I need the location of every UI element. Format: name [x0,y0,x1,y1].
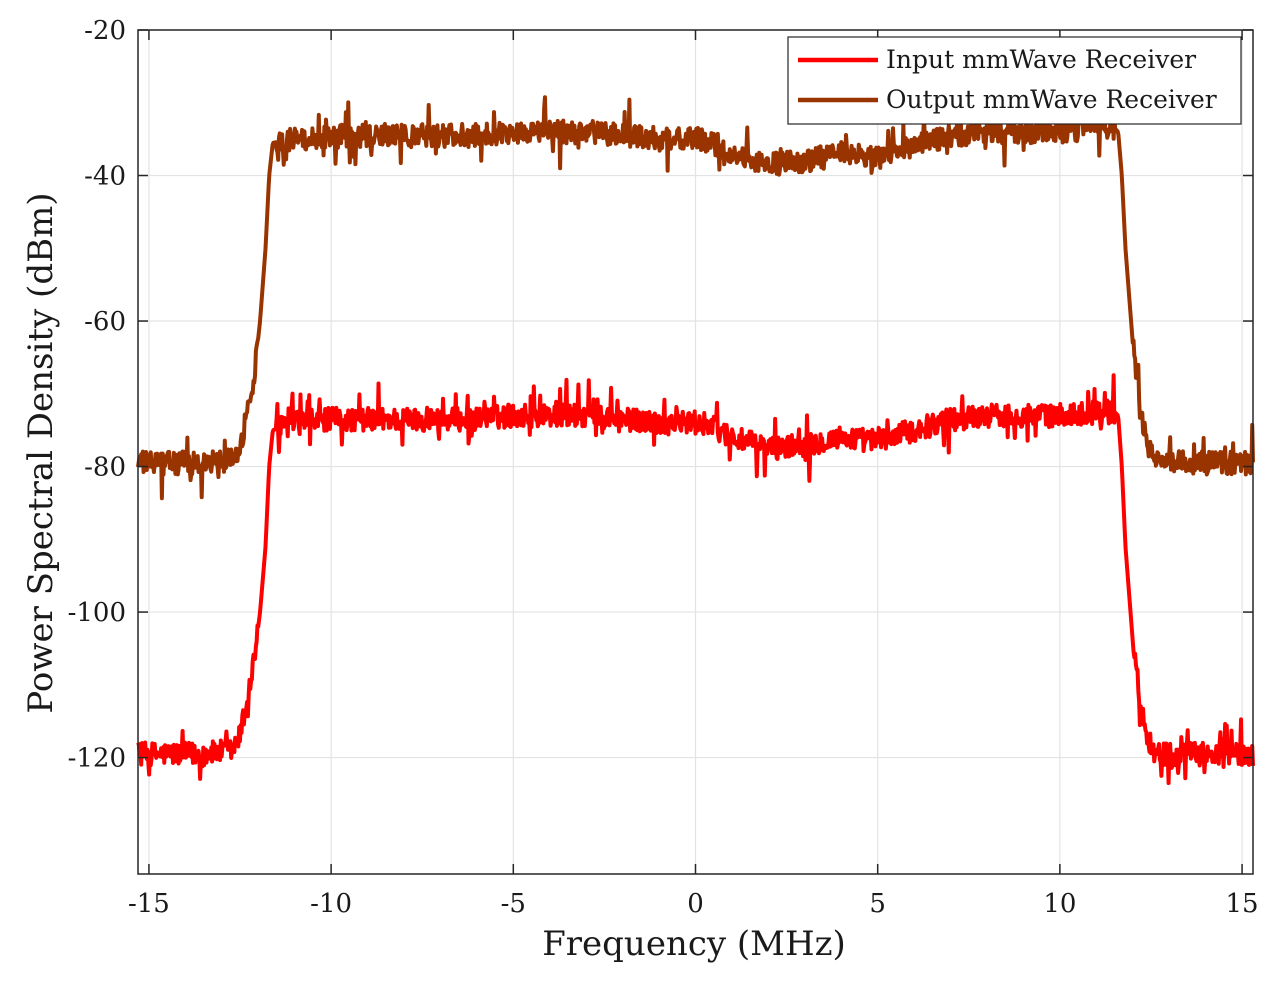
y-tick-label: -20 [84,16,126,46]
y-tick-label: -80 [84,453,126,483]
y-tick-label: -100 [68,598,126,628]
legend: Input mmWave Receiver Output mmWave Rece… [787,36,1242,125]
y-tick-label: -120 [68,744,126,774]
x-axis-label: Frequency (MHz) [542,924,846,964]
series-line-output [136,90,1255,501]
series-line-input [136,373,1255,786]
x-tick-label: -10 [310,889,352,919]
legend-label-input: Input mmWave Receiver [886,45,1196,74]
x-tick-label: 0 [687,889,704,919]
x-tick-label: 10 [1043,889,1076,919]
grid [138,29,1253,874]
x-tick-label: 15 [1226,889,1259,919]
y-tick-label: -40 [84,162,126,192]
y-tick-label: -60 [84,307,126,337]
x-tick-label: -15 [128,889,170,919]
legend-box [787,36,1242,125]
ticks: -15 -10 -5 0 5 10 15 -120 -100 -80 -60 -40 -20 [68,16,1259,919]
y-axis-label: Power Spectral Density (dBm) [21,192,61,713]
legend-label-output: Output mmWave Receiver [886,85,1217,114]
series-group [136,90,1255,786]
x-tick-label: 5 [869,889,886,919]
x-tick-label: -5 [501,889,526,919]
